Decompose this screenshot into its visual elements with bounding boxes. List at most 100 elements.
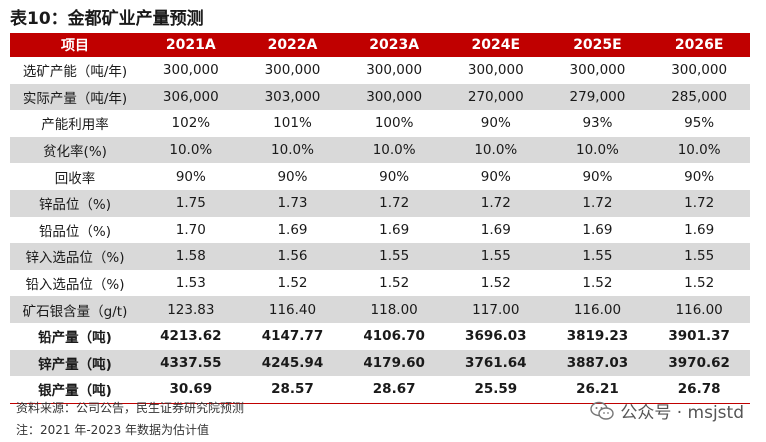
table-cell: 4213.62	[140, 322, 242, 350]
table-cell: 1.58	[140, 243, 242, 270]
column-header: 2025E	[546, 33, 649, 57]
column-header: 2021A	[140, 33, 242, 57]
table-cell: 1.72	[444, 189, 547, 217]
table-cell: 303,000	[241, 83, 344, 111]
table-cell: 279,000	[546, 83, 649, 111]
table-cell: 306,000	[140, 83, 242, 111]
table-cell: 1.53	[140, 269, 242, 297]
table-cell: 10.0%	[241, 136, 344, 164]
table-cell: 1.55	[343, 243, 445, 270]
table-row: 产能利用率 102% 101% 100% 90% 93% 95%	[10, 110, 750, 137]
table-cell: 300,000	[444, 57, 547, 84]
column-header: 2024E	[444, 33, 547, 57]
table-cell: 116.00	[648, 296, 750, 323]
table-cell: 1.70	[140, 216, 242, 244]
table-body: 选矿产能（吨/年) 300,000 300,000 300,000 300,000 300…	[10, 57, 750, 404]
row-label: 铅品位（%)	[10, 216, 140, 244]
table-row: 锌品位（%) 1.75 1.73 1.72 1.72 1.72 1.72	[10, 189, 750, 217]
table-cell: 300,000	[241, 57, 344, 84]
table-cell: 4106.70	[343, 322, 445, 350]
table-cell: 1.72	[546, 189, 649, 217]
table-cell: 1.69	[444, 216, 547, 244]
table-cell: 26.21	[546, 376, 649, 404]
table-cell: 1.52	[343, 269, 445, 297]
watermark: 公众号 · msjstd	[590, 398, 744, 423]
column-header: 2026E	[648, 33, 750, 57]
table-row: 锌入选品位（%) 1.58 1.56 1.55 1.55 1.55 1.55	[10, 243, 750, 270]
table-cell: 300,000	[140, 57, 242, 84]
row-label: 锌品位（%)	[10, 189, 140, 217]
table-cell: 90%	[140, 163, 242, 190]
table-cell: 1.52	[241, 269, 344, 297]
table-cell: 3901.37	[648, 322, 750, 350]
table-cell: 4179.60	[343, 349, 445, 377]
table-row: 铅产量（吨) 4213.62 4147.77 4106.70 3696.03 3819.2…	[10, 322, 750, 350]
table-cell: 1.69	[241, 216, 344, 244]
table-cell: 4147.77	[241, 322, 344, 350]
table-cell: 1.52	[546, 269, 649, 297]
table-cell: 90%	[343, 163, 445, 190]
estimate-note: 注：2021 年-2023 年数据为估计值	[16, 423, 210, 437]
table-cell: 10.0%	[140, 136, 242, 164]
production-forecast-table: 项目 2021A 2022A 2023A 2024E 2025E 2026E 选…	[10, 33, 750, 404]
table-cell: 3887.03	[546, 349, 649, 377]
table-row: 银产量（吨) 30.69 28.57 28.67 25.59 26.21 26.78	[10, 376, 750, 404]
table-cell: 270,000	[444, 83, 547, 111]
table-cell: 285,000	[648, 83, 750, 111]
table-cell: 123.83	[140, 296, 242, 323]
table-row: 实际产量（吨/年) 306,000 303,000 300,000 270,000 279…	[10, 83, 750, 111]
table-row: 贫化率(%) 10.0% 10.0% 10.0% 10.0% 10.0% 10.0%	[10, 136, 750, 164]
table-row: 锌产量（吨) 4337.55 4245.94 4179.60 3761.64 3887.0…	[10, 349, 750, 377]
table-cell: 90%	[546, 163, 649, 190]
table-cell: 117.00	[444, 296, 547, 323]
table-cell: 1.69	[343, 216, 445, 244]
wechat-icon	[590, 401, 615, 420]
table-cell: 1.72	[648, 189, 750, 217]
table-cell: 4337.55	[140, 349, 242, 377]
source-note: 资料来源：公司公告，民生证券研究院预测	[16, 401, 245, 415]
column-header: 2023A	[343, 33, 445, 57]
table-cell: 3970.62	[648, 349, 750, 377]
column-header: 项目	[10, 33, 140, 57]
table-row: 铅品位（%) 1.70 1.69 1.69 1.69 1.69 1.69	[10, 216, 750, 244]
table-cell: 1.69	[546, 216, 649, 244]
table-cell: 1.72	[343, 189, 445, 217]
table-cell: 4245.94	[241, 349, 344, 377]
row-label: 回收率	[10, 163, 140, 190]
row-label: 铅产量（吨)	[10, 322, 140, 350]
table-cell: 90%	[648, 163, 750, 190]
table-row: 矿石银含量（g/t) 123.83 116.40 118.00 117.00 116.00…	[10, 296, 750, 323]
table-header-row: 项目 2021A 2022A 2023A 2024E 2025E 2026E	[10, 33, 750, 57]
row-label: 铅入选品位（%)	[10, 269, 140, 297]
row-label: 贫化率(%)	[10, 136, 140, 164]
table-cell: 1.75	[140, 189, 242, 217]
table-row: 回收率 90% 90% 90% 90% 90% 90%	[10, 163, 750, 190]
table-cell: 26.78	[648, 376, 750, 404]
table-cell: 300,000	[343, 83, 445, 111]
table-row: 铅入选品位（%) 1.53 1.52 1.52 1.52 1.52 1.52	[10, 269, 750, 297]
table-cell: 10.0%	[444, 136, 547, 164]
table-cell: 90%	[444, 163, 547, 190]
row-label: 锌产量（吨)	[10, 349, 140, 377]
table-cell: 102%	[140, 110, 242, 137]
table-cell: 90%	[444, 110, 547, 137]
table-cell: 3819.23	[546, 322, 649, 350]
table-cell: 300,000	[343, 57, 445, 84]
table-cell: 28.67	[343, 376, 445, 404]
row-label: 锌入选品位（%)	[10, 243, 140, 270]
table-cell: 3696.03	[444, 322, 547, 350]
table-cell: 118.00	[343, 296, 445, 323]
table-cell: 10.0%	[343, 136, 445, 164]
column-header: 2022A	[241, 33, 344, 57]
table-cell: 1.52	[444, 269, 547, 297]
table-cell: 25.59	[444, 376, 547, 404]
table-cell: 10.0%	[546, 136, 649, 164]
table-cell: 1.56	[241, 243, 344, 270]
table-cell: 1.55	[444, 243, 547, 270]
table-row: 选矿产能（吨/年) 300,000 300,000 300,000 300,000 300…	[10, 57, 750, 84]
table-cell: 90%	[241, 163, 344, 190]
table-cell: 1.55	[546, 243, 649, 270]
table-cell: 93%	[546, 110, 649, 137]
row-label: 产能利用率	[10, 110, 140, 137]
table-cell: 1.69	[648, 216, 750, 244]
